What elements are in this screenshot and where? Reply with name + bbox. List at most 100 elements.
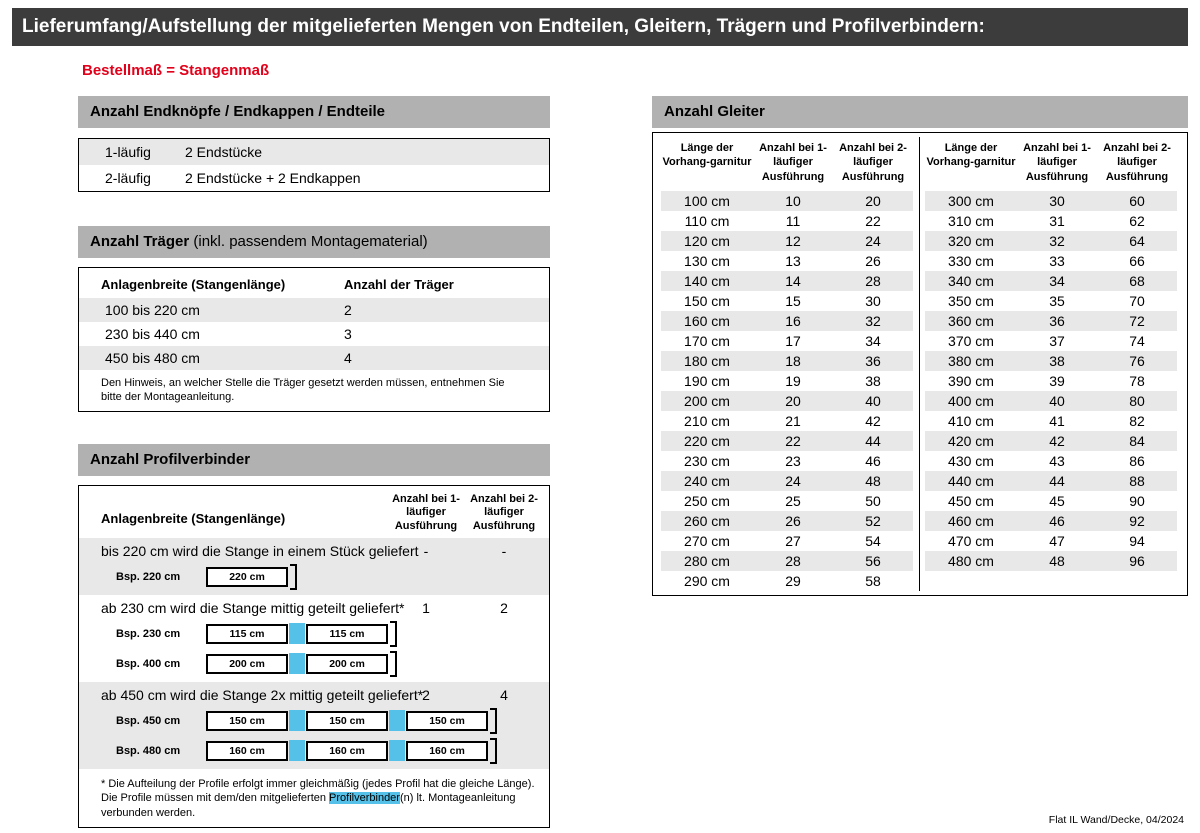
length-cell: 460 cm xyxy=(948,512,994,529)
column-header-2-laeufig: Anzahl bei 2-läufiger Ausführung xyxy=(1103,142,1171,183)
count-2-laeufig-cell: 94 xyxy=(1129,532,1145,549)
column-header-anlagenbreite: Anlagenbreite (Stangenlänge) xyxy=(101,510,286,526)
count-1-laeufig-cell: 18 xyxy=(785,352,801,369)
gleiter-row: 110 cm 11 22 xyxy=(661,211,913,231)
pv-rule-text: ab 230 cm wird die Stange mittig geteilt… xyxy=(101,599,405,616)
count-cell: 2 xyxy=(344,302,352,318)
gleiter-row: 320 cm 32 64 xyxy=(925,230,1177,251)
rod-end-cap-icon xyxy=(390,650,397,677)
count-2-laeufig-cell: 78 xyxy=(1129,372,1145,389)
gleiter-row: 350 cm 35 70 xyxy=(925,291,1177,311)
count-2-laeufig-cell: 48 xyxy=(865,472,881,489)
gleiter-row: 130 cm 13 26 xyxy=(661,251,913,271)
length-cell: 300 cm xyxy=(948,192,994,209)
endteile-value: 2 Endstücke xyxy=(185,144,263,160)
rod-end-cap-icon xyxy=(490,737,497,764)
length-cell: 100 cm xyxy=(684,192,730,209)
rod-end-cap-icon xyxy=(390,620,397,647)
length-cell: 440 cm xyxy=(948,472,994,489)
length-cell: 140 cm xyxy=(684,272,730,289)
count-1-laeufig-cell: 11 xyxy=(785,212,801,229)
gleiter-row: 370 cm 37 74 xyxy=(925,331,1177,351)
count-2-laeufig-cell: 28 xyxy=(865,272,881,289)
length-cell: 320 cm xyxy=(948,232,994,249)
profilverbinder-section-header: Anzahl Profilverbinder xyxy=(78,443,550,476)
length-cell: 340 cm xyxy=(948,272,994,289)
count-1-laeufig-cell: 19 xyxy=(785,372,801,389)
example-row: Bsp. 480 cm 160 cm 160 cm 160 cm xyxy=(79,736,549,766)
endteile-row: 1-läufig 2 Endstücke xyxy=(79,139,549,165)
gleiter-row: 160 cm 16 32 xyxy=(661,310,913,331)
length-cell: 270 cm xyxy=(684,532,730,549)
length-cell: 420 cm xyxy=(948,432,994,449)
length-cell: 160 cm xyxy=(684,312,730,329)
rod-segment: 150 cm xyxy=(406,710,488,731)
column-header-laenge: Länge der Vorhang-garnitur xyxy=(926,142,1016,169)
length-cell: 170 cm xyxy=(684,332,730,349)
gleiter-row: 480 cm 48 96 xyxy=(925,550,1177,571)
gleiter-row: 360 cm 36 72 xyxy=(925,310,1177,331)
length-cell: 410 cm xyxy=(948,412,994,429)
pv-section-head: ab 450 cm wird die Stange 2x mittig gete… xyxy=(79,685,549,706)
count-2-laeufig-cell: 56 xyxy=(865,552,881,569)
pv-section-head: bis 220 cm wird die Stange in einem Stüc… xyxy=(79,541,549,562)
example-label: Bsp. 230 cm xyxy=(116,627,181,640)
footnote-highlight: Profilverbinder xyxy=(329,792,400,805)
count-1-laeufig-cell: 32 xyxy=(1049,232,1065,249)
length-cell: 380 cm xyxy=(948,352,994,369)
count-1-laeufig-cell: 26 xyxy=(785,512,801,529)
subtitle-bestellmass: Bestellmaß = Stangenmaß xyxy=(82,62,270,79)
count-2-laeufig-cell: 72 xyxy=(1129,312,1145,329)
count-1-laeufig-cell: 34 xyxy=(1049,272,1065,289)
length-cell: 230 cm xyxy=(684,452,730,469)
example-label: Bsp. 480 cm xyxy=(116,744,181,757)
length-cell: 180 cm xyxy=(684,352,730,369)
rod-segment: 220 cm xyxy=(206,566,288,587)
count-2-laeufig-cell: 92 xyxy=(1129,512,1145,529)
profile-connector-icon xyxy=(389,740,405,762)
count-2-laeufig-cell: 80 xyxy=(1129,392,1145,409)
rod-segment: 160 cm xyxy=(406,740,488,761)
length-cell: 220 cm xyxy=(684,432,730,449)
count-1-laeufig-cell: 23 xyxy=(785,452,801,469)
column-header-anlagenbreite: Anlagenbreite (Stangenlänge) xyxy=(101,277,286,292)
count-1-laeufig-cell: 39 xyxy=(1049,372,1065,389)
range-cell: 100 bis 220 cm xyxy=(105,302,200,318)
count-2-laeufig-cell: 46 xyxy=(865,452,881,469)
length-cell: 150 cm xyxy=(684,292,730,309)
count-1-laeufig-cell: 43 xyxy=(1049,452,1065,469)
count-2-laeufig-cell: 52 xyxy=(865,512,881,529)
gleiter-row: 280 cm 28 56 xyxy=(661,550,913,571)
rod-segment: 160 cm xyxy=(206,740,288,761)
example-label: Bsp. 400 cm xyxy=(116,657,181,670)
count-2-laeufig-cell: 64 xyxy=(1129,232,1145,249)
count-1-laeufig-cell: 21 xyxy=(785,412,801,429)
length-cell: 470 cm xyxy=(948,532,994,549)
count-cell: 3 xyxy=(344,326,352,342)
rod-segment: 150 cm xyxy=(206,710,288,731)
gleiter-row: 340 cm 34 68 xyxy=(925,270,1177,291)
rod-segment: 115 cm xyxy=(206,623,288,644)
gleiter-row: 120 cm 12 24 xyxy=(661,230,913,251)
traeger-title-note: (inkl. passendem Montagematerial) xyxy=(189,233,428,250)
range-cell: 230 bis 440 cm xyxy=(105,326,200,342)
count-2-laeufig-cell: 58 xyxy=(865,572,881,589)
pv-section-ab-230: ab 230 cm wird die Stange mittig geteilt… xyxy=(79,595,549,682)
gleiter-group-right: Länge der Vorhang-garnitur Anzahl bei 1-… xyxy=(925,137,1177,591)
pv-value-1-laeufig: 2 xyxy=(422,686,430,703)
gleiter-row: 460 cm 46 92 xyxy=(925,510,1177,531)
profilverbinder-table-header: Anlagenbreite (Stangenlänge) Anzahl bei … xyxy=(79,486,549,538)
count-1-laeufig-cell: 42 xyxy=(1049,432,1065,449)
profilverbinder-table: Anlagenbreite (Stangenlänge) Anzahl bei … xyxy=(78,484,550,829)
gleiter-title: Anzahl Gleiter xyxy=(664,103,765,120)
rod-diagram-480: 160 cm 160 cm 160 cm xyxy=(206,737,497,764)
footnote-text: * Die Aufteilung der Profile erfolgt imm… xyxy=(101,777,535,805)
endteile-title: Anzahl Endknöpfe / Endkappen / Endteile xyxy=(90,103,386,120)
laeufigkeit-label: 1-läufig xyxy=(105,144,151,160)
count-2-laeufig-cell: 74 xyxy=(1129,332,1145,349)
gleiter-row: 180 cm 18 36 xyxy=(661,350,913,371)
count-2-laeufig-cell: 36 xyxy=(865,352,881,369)
gleiter-row: 260 cm 26 52 xyxy=(661,510,913,531)
count-1-laeufig-cell: 20 xyxy=(785,392,801,409)
count-2-laeufig-cell: 66 xyxy=(1129,252,1145,269)
